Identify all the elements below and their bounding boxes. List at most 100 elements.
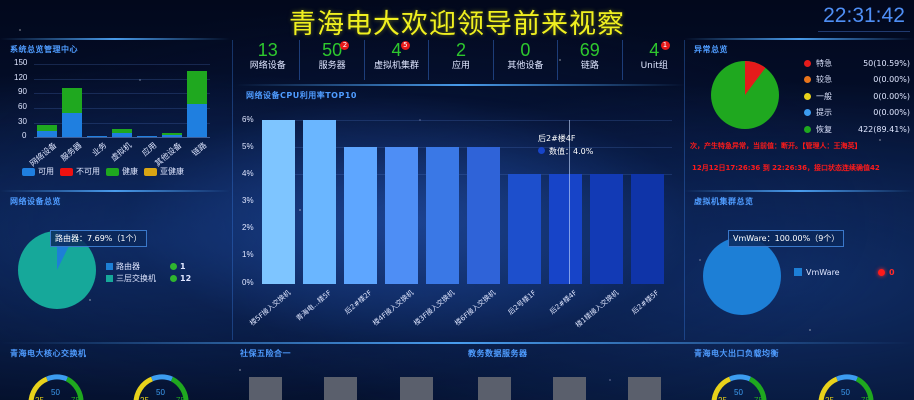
bar-healthy[interactable] [187,71,207,104]
legend-item-healthy[interactable]: 健康 [106,166,138,177]
x-label: 业务 [90,140,109,158]
panel-title: 网络设备总览 [10,197,61,206]
y-tick: 5% [242,142,254,151]
bar-available[interactable] [62,113,82,137]
divider [232,40,233,340]
pie-legend: 路由器 1 三层交换机 12 [106,260,191,284]
alert-badge: 1 [660,41,670,50]
panel-title: 网络设备CPU利用率TOP10 [246,91,357,100]
status-block[interactable] [478,377,511,400]
vm-cluster-panel: 虚拟机集群总览 VmWare：100.00%（9个） VmWare 0 [684,192,914,342]
network-overview-panel: 网络设备总览 路由器：7.69%（1个） 路由器 1 三层交换机 12 [0,192,230,342]
legend-item-recovered[interactable]: 恢复 422(89.41%) [804,121,910,138]
x-label: 后2#楼5F [630,288,661,316]
stat-applications[interactable]: 2 应用 [429,40,494,80]
y-tick: 90 [18,87,27,96]
legend-item-critical[interactable]: 特急 50(10.59%) [804,55,910,72]
divider [684,38,914,40]
vm-alert-indicator[interactable]: 0 [878,268,895,277]
bar-available[interactable] [112,133,132,137]
cpu-bar[interactable] [549,174,582,284]
bar-available[interactable] [37,131,57,137]
cpu-bar[interactable] [631,174,664,284]
legend-item-normal[interactable]: 一般 0(0.00%) [804,88,910,105]
cpu-tooltip: 后2#楼4F 数值：4.0% [538,134,594,156]
y-tick: 3% [242,196,254,205]
legend-item-urgent[interactable]: 较急 0(0.00%) [804,72,910,89]
stat-label: 网络设备 [249,61,286,71]
cpu-bar[interactable] [385,147,418,284]
bar-available[interactable] [87,136,107,137]
gauge [133,374,189,400]
cpu-bar[interactable] [262,120,295,284]
cpu-bar[interactable] [590,174,623,284]
gauge [818,374,874,400]
stats-row: 13 网络设备 50 2 服务器 4 5 虚拟机集群 2 应用 0 其他设备 6… [236,40,686,80]
y-tick: 6% [242,115,254,124]
bar-healthy[interactable] [162,133,182,135]
cpu-bar[interactable] [303,120,336,284]
cpu-bar[interactable] [344,147,377,284]
status-block[interactable] [249,377,282,400]
legend-item-router[interactable]: 路由器 1 [106,260,191,272]
x-label: 后2#楼4F [548,288,579,316]
stat-servers[interactable]: 50 2 服务器 [300,40,365,80]
vm-pie-chart[interactable] [702,236,782,316]
stat-links[interactable]: 69 链路 [558,40,623,80]
legend-item-l3-switch[interactable]: 三层交换机 12 [106,272,191,284]
stat-unit-groups[interactable]: 4 1 Unit组 [623,40,686,80]
x-label: 楼3F接入交换机 [411,288,456,328]
legend-item-subhealthy[interactable]: 亚健康 [144,166,184,177]
stat-value: 0 [520,40,531,60]
bar-healthy[interactable] [112,129,132,133]
cpu-bar[interactable] [508,174,541,284]
panel-title: 教务数据服务器 [468,349,528,358]
status-block[interactable] [553,377,586,400]
cpu-bar[interactable] [467,147,500,284]
bar-healthy[interactable] [62,88,82,113]
bar-available[interactable] [162,135,182,137]
stat-network-devices[interactable]: 13 网络设备 [236,40,301,80]
alarm-legend: 特急 50(10.59%) 较急 0(0.00%) 一般 0(0.00%) 提示 0(0… [804,55,910,138]
x-label: 网络设备 [28,140,59,169]
divider [684,40,685,340]
legend-item-unavailable[interactable]: 不可用 [60,166,100,177]
panel-title: 异常总览 [694,45,728,54]
pie-tooltip: 路由器：7.69%（1个） [50,230,147,247]
stat-value: 2 [455,40,466,60]
vm-legend: VmWare [794,266,840,278]
panel-title: 系统总览管理中心 [10,45,78,54]
system-overview-panel: 系统总览管理中心 150 120 90 60 30 0 网络设备 服务器 业务 … [0,40,230,190]
stat-other-devices[interactable]: 0 其他设备 [494,40,559,80]
alert-message: 次，产生特急异常，当前值：断开。【管理人：王海英】 [690,142,862,150]
stat-vm-clusters[interactable]: 4 5 虚拟机集群 [365,40,430,80]
x-label: 楼1楼接入交换机 [573,288,620,330]
stat-label: Unit组 [640,61,668,71]
bar-available[interactable] [137,136,157,137]
y-tick: 0 [22,131,27,140]
bar-available[interactable] [187,104,207,137]
legend-item-available[interactable]: 可用 [22,166,54,177]
y-tick: 30 [18,117,27,126]
cpu-top10-panel: 网络设备CPU利用率TOP10 6% 5% 4% 3% 2% 1% 0% 后2#… [236,86,686,342]
status-block[interactable] [324,377,357,400]
divider [0,38,230,40]
alarm-pie-chart[interactable] [710,60,780,130]
legend-item-info[interactable]: 提示 0(0.00%) [804,105,910,122]
x-label: 楼5F接入交换机 [247,288,292,328]
x-label: 链路 [190,140,209,158]
y-tick: 2% [242,223,254,232]
cpu-bar[interactable] [426,147,459,284]
x-label: 虚拟机 [109,140,134,164]
bar-healthy[interactable] [37,125,57,131]
status-block[interactable] [628,377,661,400]
legend-item-vmware[interactable]: VmWare [794,266,840,278]
stat-value: 4 [391,40,402,60]
x-label: 青海电...楼5F [294,288,333,323]
stat-label: 链路 [580,61,599,71]
y-tick: 0% [242,278,254,287]
status-block[interactable] [400,377,433,400]
stat-value: 13 [257,40,278,60]
core-switch-panel: 青海电大核心交换机 50 25 75 50 25 75 [0,344,230,400]
academic-server-panel: 教务数据服务器 [458,344,684,400]
